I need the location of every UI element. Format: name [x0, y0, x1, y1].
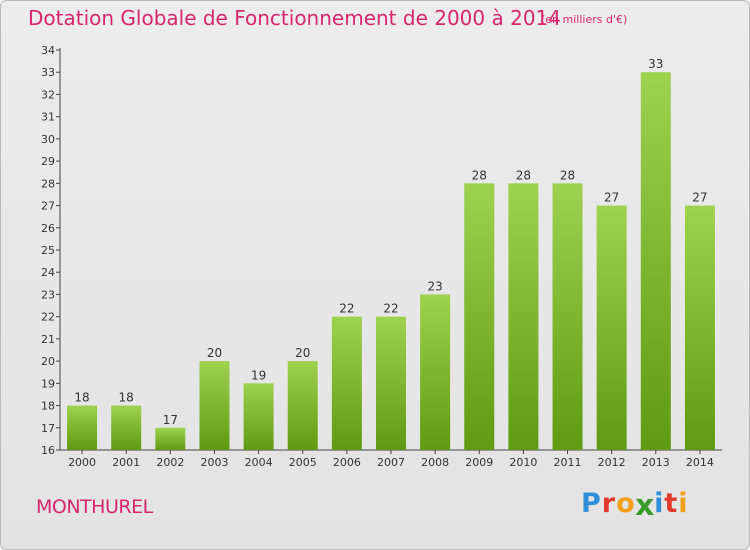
- y-tick-label: 23: [41, 288, 55, 301]
- logo-letter: i: [678, 488, 689, 519]
- x-tick-label: 2012: [598, 456, 626, 469]
- y-tick-label: 22: [41, 311, 55, 324]
- value-label-2010: 28: [516, 168, 531, 182]
- x-tick-label: 2011: [554, 456, 582, 469]
- logo-letter: o: [616, 488, 636, 519]
- y-tick-label: 30: [41, 133, 55, 146]
- bar-2012: [596, 205, 627, 450]
- y-tick-label: 31: [41, 111, 55, 124]
- chart-title: Dotation Globale de Fonctionnement de 20…: [28, 6, 561, 30]
- y-tick-label: 20: [41, 355, 55, 368]
- value-label-2012: 27: [604, 191, 619, 205]
- y-tick-label: 19: [41, 377, 55, 390]
- value-label-2001: 18: [119, 391, 134, 405]
- value-label-2002: 17: [163, 413, 178, 427]
- commune-name: MONTHUREL: [36, 496, 153, 518]
- y-tick-label: 24: [41, 266, 55, 279]
- y-tick-label: 16: [41, 444, 55, 457]
- x-tick-label: 2013: [642, 456, 670, 469]
- bar-2008: [420, 294, 451, 450]
- value-label-2007: 22: [383, 302, 398, 316]
- bar-2005: [287, 361, 318, 450]
- bar-2010: [508, 183, 539, 451]
- value-label-2003: 20: [207, 346, 222, 360]
- x-tick-label: 2009: [465, 456, 493, 469]
- x-tick-label: 2005: [289, 456, 317, 469]
- x-tick-label: 2001: [112, 456, 140, 469]
- value-label-2011: 28: [560, 168, 575, 182]
- x-tick-label: 2014: [686, 456, 714, 469]
- bar-2011: [552, 183, 583, 451]
- bar-2003: [199, 361, 230, 450]
- logo-letter: r: [601, 488, 617, 519]
- value-label-2004: 19: [251, 368, 266, 382]
- x-tick-label: 2007: [377, 456, 405, 469]
- bar-2013: [640, 72, 671, 450]
- value-label-2006: 22: [339, 302, 354, 316]
- proxiti-logo: Proxiti: [581, 488, 689, 523]
- logo-letter: t: [664, 488, 679, 519]
- x-tick-label: 2002: [156, 456, 184, 469]
- x-tick-label: 2004: [245, 456, 273, 469]
- bar-2006: [331, 316, 362, 450]
- y-tick-label: 18: [41, 400, 55, 413]
- chart-unit: (en milliers d'€): [541, 13, 628, 26]
- y-tick-label: 28: [41, 177, 55, 190]
- y-tick-label: 17: [41, 422, 55, 435]
- bar-2000: [67, 405, 98, 450]
- y-tick-label: 32: [41, 88, 55, 101]
- logo-letter: x: [634, 488, 656, 523]
- bar-2014: [684, 205, 715, 450]
- chart-value-labels: 18 18 17 20 19 20 22 22 23 28 28 28 27 33 27: [74, 57, 707, 427]
- chart-bars: [67, 72, 715, 451]
- value-label-2000: 18: [74, 391, 89, 405]
- y-tick-label: 29: [41, 155, 55, 168]
- x-tick-label: 2008: [421, 456, 449, 469]
- y-tick-label: 21: [41, 333, 55, 346]
- logo-letter: i: [654, 488, 665, 519]
- y-tick-label: 27: [41, 200, 55, 213]
- value-label-2005: 20: [295, 346, 310, 360]
- x-tick-label: 2010: [509, 456, 537, 469]
- bar-2002: [155, 427, 186, 450]
- bar-2004: [243, 383, 274, 450]
- logo-letter: P: [581, 488, 602, 519]
- x-tick-label: 2000: [68, 456, 96, 469]
- y-tick-label: 25: [41, 244, 55, 257]
- y-tick-label: 33: [41, 66, 55, 79]
- value-label-2009: 28: [472, 168, 487, 182]
- x-tick-label: 2006: [333, 456, 361, 469]
- bar-2007: [376, 316, 406, 450]
- value-label-2013: 33: [648, 57, 663, 71]
- y-tick-label: 26: [41, 222, 55, 235]
- value-label-2008: 23: [427, 279, 442, 293]
- bar-2009: [464, 183, 495, 451]
- x-tick-label: 2003: [200, 456, 228, 469]
- y-tick-label: 34: [41, 44, 55, 57]
- bar-2001: [111, 405, 142, 450]
- value-label-2014: 27: [692, 191, 707, 205]
